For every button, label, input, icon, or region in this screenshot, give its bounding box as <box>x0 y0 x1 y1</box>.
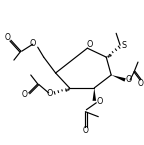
Text: O: O <box>83 126 88 135</box>
Text: O: O <box>47 89 53 98</box>
Text: O: O <box>22 90 28 99</box>
Text: O: O <box>126 75 132 84</box>
Text: O: O <box>96 97 103 106</box>
Polygon shape <box>93 88 96 101</box>
Text: O: O <box>138 79 144 88</box>
Polygon shape <box>111 75 126 82</box>
Text: O: O <box>4 33 10 42</box>
Text: O: O <box>30 39 36 48</box>
Text: S: S <box>122 41 127 50</box>
Text: O: O <box>86 40 93 49</box>
